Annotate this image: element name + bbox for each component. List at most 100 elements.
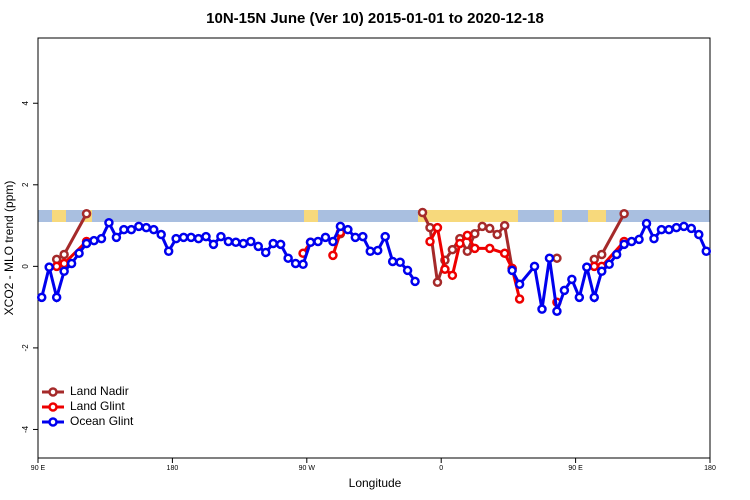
data-point xyxy=(260,247,271,258)
data-point xyxy=(470,228,480,239)
data-point xyxy=(178,232,189,243)
data-point xyxy=(246,236,256,247)
data-point xyxy=(343,224,353,235)
data-point xyxy=(365,246,376,257)
data-point xyxy=(634,234,644,245)
data-point xyxy=(59,249,69,260)
ocean-band xyxy=(38,210,710,222)
data-point xyxy=(484,223,495,234)
data-point xyxy=(671,222,682,233)
data-point xyxy=(447,244,458,255)
data-point xyxy=(701,246,712,257)
legend-label: Land Glint xyxy=(70,399,125,413)
data-point xyxy=(649,233,659,244)
legend-marker xyxy=(48,417,58,427)
data-point xyxy=(89,235,99,246)
data-point xyxy=(148,224,159,235)
data-point xyxy=(111,232,122,243)
data-point xyxy=(574,292,585,303)
data-point xyxy=(484,243,495,254)
data-point xyxy=(163,246,174,257)
y-tick-label: 2 xyxy=(21,182,30,187)
data-point xyxy=(216,231,226,242)
data-point xyxy=(656,224,667,235)
y-tick-label: 4 xyxy=(21,100,30,105)
legend-marker xyxy=(48,387,58,397)
data-point xyxy=(156,229,166,240)
data-point xyxy=(275,239,286,250)
data-point xyxy=(231,237,241,248)
data-point xyxy=(694,229,704,240)
data-point xyxy=(313,236,323,247)
data-point xyxy=(596,249,607,260)
data-point xyxy=(350,232,361,243)
data-point xyxy=(611,249,622,260)
y-tick-label: 0 xyxy=(21,264,30,269)
data-point xyxy=(447,270,458,281)
data-point xyxy=(626,236,637,247)
data-point xyxy=(335,221,346,232)
data-point xyxy=(104,217,114,228)
data-point xyxy=(455,238,465,249)
data-point xyxy=(604,259,614,270)
data-point xyxy=(589,292,600,303)
data-point xyxy=(171,233,181,244)
data-point xyxy=(432,277,443,288)
data-point xyxy=(514,279,525,290)
data-point xyxy=(425,236,435,247)
data-point xyxy=(193,233,204,244)
data-point xyxy=(328,236,338,247)
data-point xyxy=(134,221,144,232)
data-point xyxy=(358,231,368,242)
y-axis-label: XCO2 - MLO trend (ppm) xyxy=(2,181,16,316)
data-point xyxy=(387,256,398,267)
legend-label: Ocean Glint xyxy=(70,414,134,428)
data-point xyxy=(552,306,562,316)
data-point xyxy=(223,236,234,247)
data-point xyxy=(537,304,547,314)
data-point xyxy=(544,253,555,263)
data-point xyxy=(328,250,338,261)
data-point xyxy=(402,265,413,276)
legend-label: Land Nadir xyxy=(70,384,129,398)
data-point xyxy=(492,229,502,240)
data-point xyxy=(290,258,301,269)
land-patch xyxy=(554,210,562,222)
data-point xyxy=(305,237,316,248)
data-point xyxy=(417,207,428,218)
data-point xyxy=(44,262,54,272)
data-point xyxy=(268,238,278,249)
data-point xyxy=(372,245,383,256)
data-point xyxy=(507,265,517,276)
data-point xyxy=(186,232,196,243)
data-point xyxy=(432,222,443,233)
land-patch xyxy=(588,210,606,222)
data-point xyxy=(283,253,293,263)
y-tick-label: -2 xyxy=(21,344,30,352)
x-tick-label: 90 W xyxy=(299,465,316,472)
data-point xyxy=(74,248,84,259)
land-patch xyxy=(52,210,66,222)
data-point xyxy=(477,221,488,232)
data-point xyxy=(320,232,331,243)
data-point xyxy=(96,233,107,244)
land-patch xyxy=(304,210,318,222)
data-point xyxy=(529,261,540,272)
data-point xyxy=(514,294,525,304)
data-point xyxy=(499,220,510,231)
data-point xyxy=(686,223,697,234)
data-point xyxy=(567,274,577,285)
data-point xyxy=(410,276,420,287)
land-patch xyxy=(418,210,518,222)
data-point xyxy=(462,230,473,241)
data-point xyxy=(51,261,62,272)
data-point xyxy=(81,208,92,219)
legend-marker xyxy=(48,402,58,412)
y-tick-label: -4 xyxy=(21,425,30,433)
data-point xyxy=(59,266,69,276)
data-point xyxy=(208,239,219,250)
data-point xyxy=(141,222,152,233)
data-point xyxy=(59,258,69,269)
data-point xyxy=(552,253,562,263)
